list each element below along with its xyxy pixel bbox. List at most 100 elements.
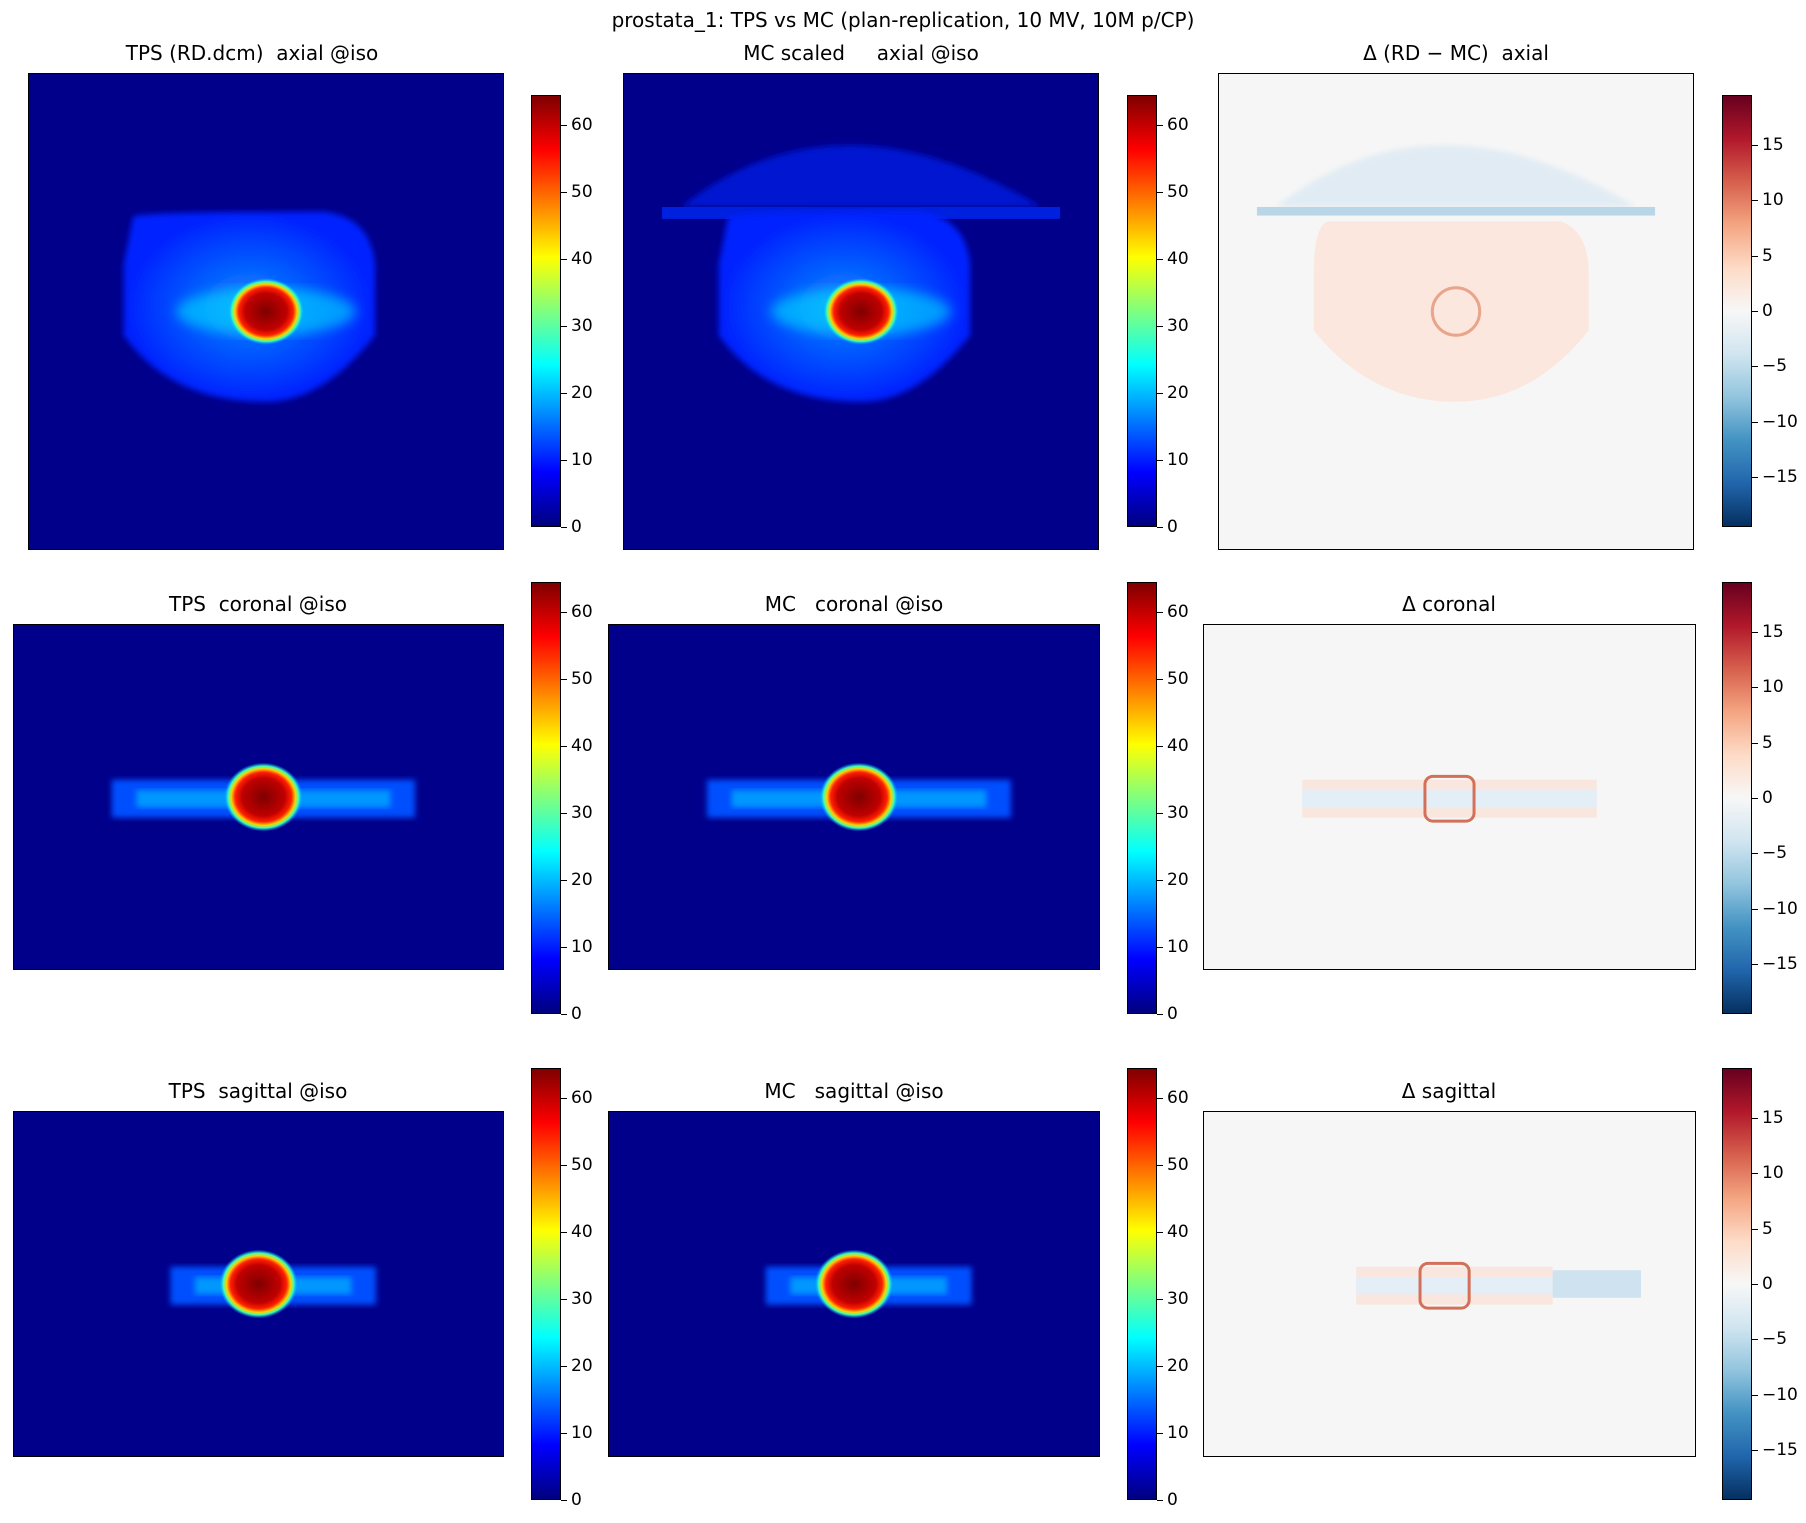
colorbar-tick-label: 0	[1762, 1274, 1773, 1294]
colorbar-tick-label: 20	[1167, 870, 1189, 890]
colorbar-tick-label: 60	[1167, 115, 1189, 135]
panel-title: MC coronal @iso	[764, 592, 944, 616]
colorbar-tick	[1157, 1299, 1163, 1300]
colorbar-tick	[561, 947, 567, 948]
colorbar-tick	[1157, 1366, 1163, 1367]
colorbar-tick-label: 5	[1762, 246, 1773, 266]
colorbar-tick	[1157, 527, 1163, 528]
colorbar	[1127, 582, 1157, 1014]
colorbar-tick	[1752, 200, 1758, 201]
colorbar-tick	[1752, 1118, 1758, 1119]
colorbar-tick	[1157, 326, 1163, 327]
colorbar-tick-label: 10	[1167, 937, 1189, 957]
colorbar-tick	[1752, 477, 1758, 478]
colorbar-tick-label: 0	[1167, 517, 1178, 537]
colorbar-tick-label: 40	[571, 249, 593, 269]
mc-coronal-heatmap	[609, 625, 1099, 969]
tps-sagittal-image	[13, 1111, 504, 1457]
colorbar-tick	[561, 1366, 567, 1367]
colorbar-tick-label: −5	[1762, 843, 1788, 863]
colorbar-tick	[1157, 746, 1163, 747]
colorbar-tick-label: 0	[1167, 1004, 1178, 1024]
mc-axial-heatmap	[624, 74, 1098, 549]
colorbar-tick	[1157, 679, 1163, 680]
colorbar-tick	[1157, 947, 1163, 948]
colorbar-tick	[1157, 1500, 1163, 1501]
panel-title: MC sagittal @iso	[764, 1079, 944, 1103]
colorbar	[1722, 95, 1752, 527]
colorbar-tick	[561, 1433, 567, 1434]
colorbar-tick-label: 40	[571, 1222, 593, 1242]
colorbar-tick-label: 20	[1167, 383, 1189, 403]
colorbar-tick-label: −10	[1762, 899, 1798, 919]
panel-title: Δ coronal	[1402, 592, 1496, 616]
colorbar-tick	[561, 393, 567, 394]
colorbar-tick	[561, 1165, 567, 1166]
panel-title: TPS (RD.dcm) axial @iso	[125, 41, 379, 65]
colorbar-tick-label: 60	[1167, 1088, 1189, 1108]
colorbar-tick	[1157, 259, 1163, 260]
colorbar-tick	[561, 1098, 567, 1099]
colorbar-tick-label: 50	[571, 182, 593, 202]
colorbar-tick	[561, 527, 567, 528]
delta-axial-image	[1218, 73, 1694, 550]
colorbar-tick-label: 15	[1762, 1108, 1784, 1128]
colorbar-tick-label: −15	[1762, 954, 1798, 974]
colorbar-tick	[561, 612, 567, 613]
colorbar-tick	[1752, 1450, 1758, 1451]
colorbar-tick-label: 40	[1167, 736, 1189, 756]
colorbar-tick-label: 40	[571, 736, 593, 756]
colorbar	[531, 1068, 561, 1500]
tps-axial-heatmap	[29, 74, 503, 549]
colorbar-tick-label: 20	[1167, 1356, 1189, 1376]
colorbar-tick	[561, 1014, 567, 1015]
colorbar-tick-label: 30	[571, 316, 593, 336]
mc-sagittal-image	[608, 1111, 1100, 1457]
delta-coronal-heatmap	[1204, 625, 1695, 969]
mc-coronal-image	[608, 624, 1100, 970]
colorbar-tick	[561, 192, 567, 193]
colorbar-tick-label: 40	[1167, 1222, 1189, 1242]
colorbar-tick	[1157, 1433, 1163, 1434]
colorbar-tick	[1752, 798, 1758, 799]
colorbar-tick	[1752, 964, 1758, 965]
panel-title: MC scaled axial @iso	[743, 41, 979, 65]
delta-sagittal-image	[1203, 1111, 1696, 1457]
colorbar-tick-label: 15	[1762, 622, 1784, 642]
colorbar-tick-label: 30	[571, 1289, 593, 1309]
colorbar-tick-label: −10	[1762, 1385, 1798, 1405]
delta-axial-heatmap	[1219, 74, 1693, 549]
colorbar-tick	[1752, 1173, 1758, 1174]
colorbar-tick-label: 0	[571, 1004, 582, 1024]
colorbar-tick	[1752, 366, 1758, 367]
colorbar-tick-label: 40	[1167, 249, 1189, 269]
colorbar-tick	[561, 813, 567, 814]
panel-title: Δ sagittal	[1401, 1079, 1497, 1103]
colorbar-tick-label: 0	[1762, 788, 1773, 808]
figure-title: prostata_1: TPS vs MC (plan-replication,…	[611, 8, 1195, 32]
colorbar-tick-label: 50	[1167, 182, 1189, 202]
colorbar-tick	[1157, 880, 1163, 881]
colorbar-tick	[561, 259, 567, 260]
colorbar-tick	[561, 1500, 567, 1501]
colorbar	[1127, 95, 1157, 527]
colorbar-tick	[561, 125, 567, 126]
colorbar-tick-label: −5	[1762, 356, 1788, 376]
colorbar-tick-label: 10	[571, 450, 593, 470]
colorbar-tick-label: 20	[571, 383, 593, 403]
colorbar-tick-label: 10	[1762, 677, 1784, 697]
colorbar-tick	[1752, 853, 1758, 854]
colorbar-tick-label: 0	[1762, 301, 1773, 321]
colorbar-tick	[1752, 743, 1758, 744]
colorbar	[1722, 1068, 1752, 1500]
colorbar-tick	[561, 1299, 567, 1300]
colorbar-tick-label: −10	[1762, 412, 1798, 432]
colorbar-tick-label: 30	[1167, 803, 1189, 823]
colorbar-tick-label: 60	[571, 1088, 593, 1108]
colorbar-tick-label: 30	[571, 803, 593, 823]
mc-axial-image	[623, 73, 1099, 550]
colorbar-tick	[1752, 422, 1758, 423]
colorbar-tick	[1157, 1165, 1163, 1166]
delta-sagittal-heatmap	[1204, 1112, 1695, 1456]
colorbar-tick-label: 30	[1167, 1289, 1189, 1309]
